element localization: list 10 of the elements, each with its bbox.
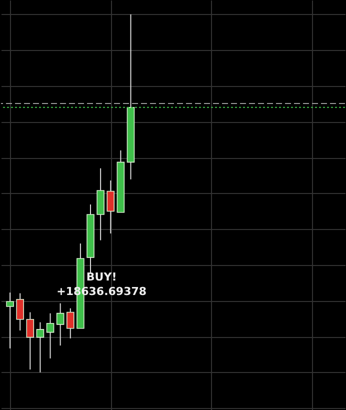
candlestick — [66, 308, 74, 339]
candlestick — [56, 302, 64, 346]
candlestick — [96, 168, 104, 241]
candlestick — [6, 292, 14, 349]
candlestick — [16, 292, 24, 332]
candlestick — [26, 312, 34, 370]
annotation: BUY! — [86, 270, 117, 284]
candlestick — [36, 322, 44, 373]
candlestick — [46, 312, 54, 359]
candlestick — [106, 180, 115, 234]
